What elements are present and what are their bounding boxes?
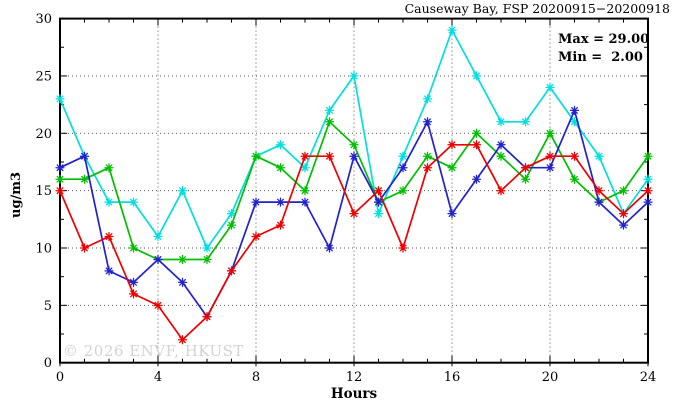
x-tick-label-24: 24 bbox=[640, 370, 657, 385]
gridlines bbox=[60, 18, 648, 363]
x-tick-label-8: 8 bbox=[252, 370, 260, 385]
x-tick-label-20: 20 bbox=[542, 370, 559, 385]
x-axis-title: Hours bbox=[330, 386, 378, 402]
min-value-label: Min = 2.00 bbox=[558, 50, 643, 65]
x-tick-label-0: 0 bbox=[56, 370, 64, 385]
series-red bbox=[55, 140, 653, 345]
series-blue bbox=[55, 105, 653, 322]
x-tick-label-4: 4 bbox=[154, 370, 162, 385]
max-value-label: Max = 29.00 bbox=[558, 32, 650, 47]
y-tick-label-30: 30 bbox=[35, 12, 52, 27]
stats-annotation: Max = 29.00 Min = 2.00 bbox=[558, 31, 649, 67]
y-tick-label-0: 0 bbox=[44, 356, 52, 371]
watermark: © 2026 ENVF, HKUST bbox=[63, 342, 244, 360]
x-tick-label-16: 16 bbox=[444, 370, 461, 385]
y-tick-label-10: 10 bbox=[35, 242, 52, 257]
y-tick-label-20: 20 bbox=[35, 127, 52, 142]
y-axis-title: ug/m3 bbox=[9, 171, 24, 218]
series-red-markers bbox=[55, 140, 653, 345]
chart-title: Causeway Bay, FSP 20200915−20200918 bbox=[404, 1, 670, 16]
series-red-line bbox=[59, 143, 649, 341]
y-tick-label-15: 15 bbox=[35, 184, 52, 199]
y-tick-label-25: 25 bbox=[35, 69, 52, 84]
series-cyan bbox=[55, 25, 653, 253]
x-tick-label-12: 12 bbox=[346, 370, 363, 385]
axis-tick-labels: 0 4 8 12 16 20 24 0 5 10 15 20 25 30 bbox=[35, 12, 656, 385]
y-tick-label-5: 5 bbox=[44, 299, 52, 314]
